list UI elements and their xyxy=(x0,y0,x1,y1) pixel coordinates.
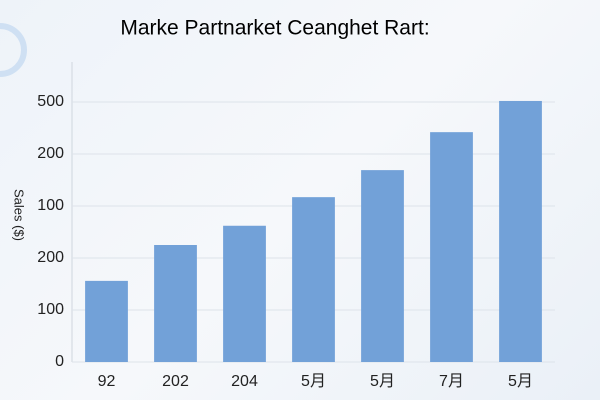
x-tick-label: 5月 xyxy=(508,373,533,390)
chart-title: Marke Partnarket Ceanghet Rart: xyxy=(120,17,429,40)
bar xyxy=(85,280,128,362)
bar xyxy=(223,225,266,362)
background-decoration xyxy=(0,23,27,77)
y-tick-label: 200 xyxy=(37,249,64,266)
y-tick-label: 100 xyxy=(37,197,64,214)
x-tick-label: 92 xyxy=(98,373,116,390)
x-tick-label: 5月 xyxy=(370,373,395,390)
x-tick-label: 204 xyxy=(231,373,258,390)
y-tick-label: 200 xyxy=(37,145,64,162)
x-tick-label: 202 xyxy=(162,373,189,390)
x-tick-label: 7月 xyxy=(439,373,464,390)
bar xyxy=(154,245,197,362)
bar xyxy=(292,197,335,362)
bar xyxy=(361,170,404,362)
y-tick-label: 500 xyxy=(37,93,64,110)
x-tick-label: 5月 xyxy=(301,373,326,390)
y-tick-label: 100 xyxy=(37,301,64,318)
bar xyxy=(499,100,542,363)
bar xyxy=(430,132,473,362)
y-axis-label: Sales ($) xyxy=(12,189,27,241)
y-tick-label: 0 xyxy=(55,353,64,370)
